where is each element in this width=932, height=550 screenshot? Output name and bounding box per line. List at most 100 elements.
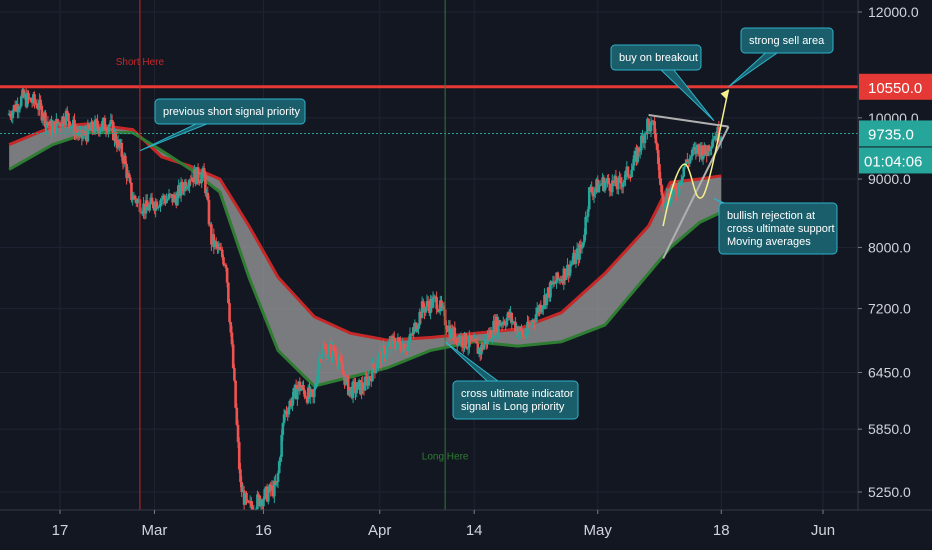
candle-body [231, 344, 235, 368]
candle-body [80, 130, 84, 139]
candle-body [405, 350, 408, 352]
candle-body [629, 176, 632, 178]
candle-body [365, 376, 368, 378]
candle-body [158, 206, 161, 208]
candle-body [529, 323, 533, 325]
candle-body [677, 182, 681, 195]
candle-body [498, 320, 501, 326]
callout-box [154, 98, 306, 125]
candle-body [371, 363, 374, 382]
callout-box [740, 27, 834, 54]
candle-body [683, 164, 687, 168]
callout-previous-short[interactable]: previous short signal priority [139, 98, 306, 152]
candle-body [245, 493, 248, 501]
candle-body [377, 356, 380, 365]
candle-body [95, 119, 98, 121]
candle-body [407, 341, 411, 346]
countdown-label: 01:04:06 [864, 153, 922, 170]
candle-body [224, 264, 228, 268]
candle-body [189, 180, 193, 182]
candle-body [196, 167, 200, 181]
candle-body [497, 320, 500, 333]
candle-body [696, 144, 700, 148]
candle-body [91, 121, 94, 131]
candle-body [179, 182, 183, 196]
candle-body [460, 336, 464, 347]
candle-body [327, 346, 331, 355]
candle-body [22, 89, 25, 98]
callout-box [718, 202, 838, 255]
candle-body [390, 336, 394, 347]
candle-body [204, 172, 207, 194]
candle-body [372, 363, 375, 369]
candle-body [569, 264, 573, 267]
candle-body [141, 212, 144, 214]
candle-body [554, 283, 557, 285]
triangle-top-line [648, 113, 729, 128]
candle-body [124, 155, 127, 164]
candle-body [638, 150, 642, 152]
candle-body [40, 105, 44, 121]
candle-body [216, 243, 219, 249]
candle-body [55, 118, 58, 134]
candle-body [173, 194, 177, 199]
candle-body [418, 312, 421, 325]
candle-body [320, 354, 323, 360]
candle-body [480, 344, 483, 355]
candle-body [114, 131, 118, 143]
candle-body [644, 132, 648, 134]
candle-body [363, 376, 367, 391]
candle-body [313, 388, 316, 398]
candle-body [334, 351, 338, 361]
x-tick-label: Mar [142, 522, 168, 539]
candle-body [539, 304, 543, 312]
candle-body [688, 158, 692, 164]
candle-body [486, 334, 489, 344]
candle-body [437, 310, 441, 312]
last-price-tag [859, 120, 932, 147]
candle-body [151, 201, 155, 209]
candle-body [156, 206, 160, 209]
candle-body [65, 110, 69, 114]
callout-text: bullish rejection at [727, 210, 815, 222]
callout-strong-sell[interactable]: strong sell area [728, 27, 834, 88]
candle-body [541, 305, 545, 309]
candle-body [673, 184, 677, 189]
candle-body [652, 120, 655, 122]
candle-body [676, 194, 679, 196]
callout-buy-breakout[interactable]: buy on breakout [610, 44, 715, 122]
candle-body [292, 388, 296, 399]
candle-body [399, 342, 402, 350]
candle-body [711, 139, 715, 147]
candle-body [552, 281, 556, 284]
candle-body [424, 306, 428, 313]
candle-body [333, 351, 337, 353]
candle-body [385, 346, 389, 355]
candle-body [564, 275, 568, 280]
candle-body [298, 381, 302, 391]
candle-body [583, 234, 586, 243]
candle-body [406, 345, 409, 352]
candle-body [17, 108, 21, 112]
candle-body [436, 309, 440, 312]
candle-body [395, 343, 398, 349]
candle-body [46, 121, 50, 124]
candle-body [185, 186, 189, 189]
last-price-tag-label: 9735.0 [868, 126, 914, 143]
candle-body [287, 406, 291, 415]
candle-body [431, 297, 435, 308]
candle-body [280, 434, 283, 457]
candle-body [58, 122, 62, 126]
candle-body [664, 203, 667, 206]
callout-text: Moving averages [727, 236, 811, 248]
candle-body [19, 96, 23, 107]
candle-body [695, 144, 699, 154]
candle-body [68, 121, 71, 129]
candle-body [98, 130, 102, 134]
candle-body [528, 323, 532, 327]
candle-body [382, 346, 385, 348]
candle-body [340, 361, 344, 371]
